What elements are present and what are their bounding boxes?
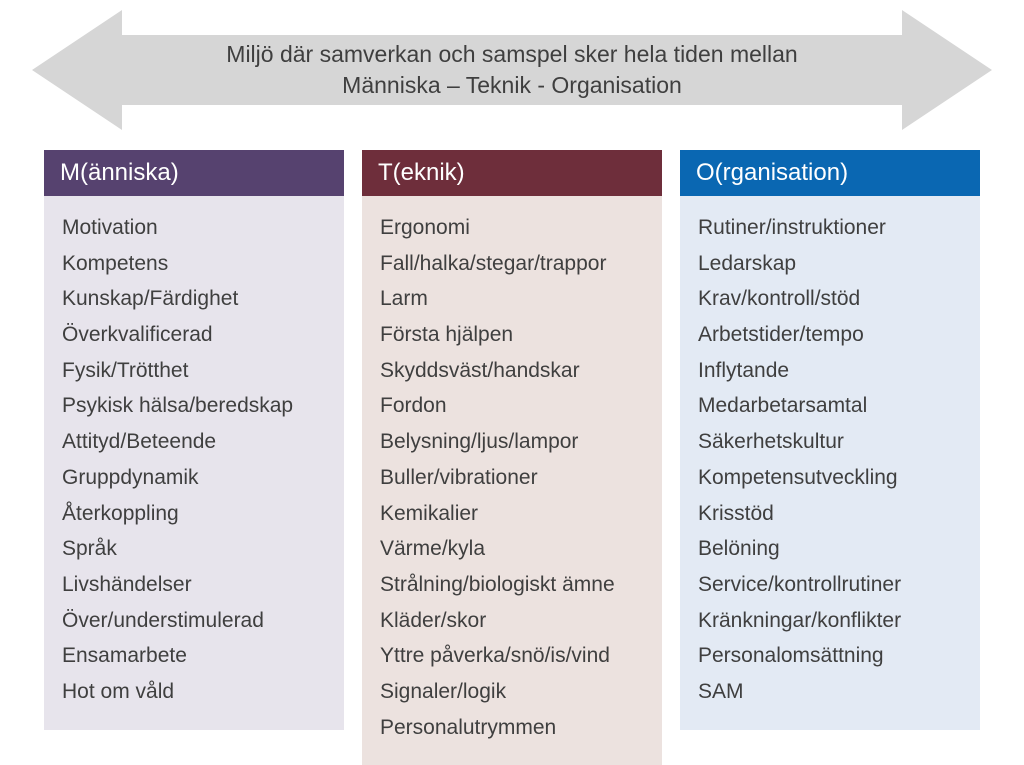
list-item: Rutiner/instruktioner xyxy=(698,210,962,246)
list-item: Personalutrymmen xyxy=(380,710,644,746)
list-item: Service/kontrollrutiner xyxy=(698,567,962,603)
column-teknik: T(eknik) ErgonomiFall/halka/stegar/trapp… xyxy=(362,150,662,765)
column-body-organisation: Rutiner/instruktionerLedarskapKrav/kontr… xyxy=(680,196,980,730)
list-item: Över/understimulerad xyxy=(62,603,326,639)
banner-line-2: Människa – Teknik - Organisation xyxy=(226,70,797,101)
list-item: Kompetensutveckling xyxy=(698,460,962,496)
list-item: Fysik/Trötthet xyxy=(62,353,326,389)
list-item: Ensamarbete xyxy=(62,638,326,674)
list-item: Kläder/skor xyxy=(380,603,644,639)
column-body-teknik: ErgonomiFall/halka/stegar/trapporLarmFör… xyxy=(362,196,662,765)
list-item: Personalomsättning xyxy=(698,638,962,674)
list-item: Kränkningar/konflikter xyxy=(698,603,962,639)
column-header-organisation: O(rganisation) xyxy=(680,150,980,196)
list-item: Ergonomi xyxy=(380,210,644,246)
list-item: Attityd/Beteende xyxy=(62,424,326,460)
list-item: Kemikalier xyxy=(380,496,644,532)
banner-arrow: Miljö där samverkan och samspel sker hel… xyxy=(32,10,992,130)
list-item: Ledarskap xyxy=(698,246,962,282)
list-item: Psykisk hälsa/beredskap xyxy=(62,388,326,424)
list-item: Hot om våld xyxy=(62,674,326,710)
banner-line-1: Miljö där samverkan och samspel sker hel… xyxy=(226,39,797,70)
list-item: Buller/vibrationer xyxy=(380,460,644,496)
list-item: Livshändelser xyxy=(62,567,326,603)
columns-container: M(änniska) MotivationKompetensKunskap/Fä… xyxy=(0,150,1024,765)
list-item: SAM xyxy=(698,674,962,710)
list-item: Säkerhetskultur xyxy=(698,424,962,460)
list-item: Motivation xyxy=(62,210,326,246)
list-item: Larm xyxy=(380,281,644,317)
list-item: Språk xyxy=(62,531,326,567)
list-item: Inflytande xyxy=(698,353,962,389)
list-item: Medarbetarsamtal xyxy=(698,388,962,424)
list-item: Krav/kontroll/stöd xyxy=(698,281,962,317)
list-item: Fall/halka/stegar/trappor xyxy=(380,246,644,282)
list-item: Kompetens xyxy=(62,246,326,282)
list-item: Värme/kyla xyxy=(380,531,644,567)
list-item: Överkvalificerad xyxy=(62,317,326,353)
list-item: Krisstöd xyxy=(698,496,962,532)
column-header-manniska: M(änniska) xyxy=(44,150,344,196)
list-item: Yttre påverka/snö/is/vind xyxy=(380,638,644,674)
list-item: Arbetstider/tempo xyxy=(698,317,962,353)
column-body-manniska: MotivationKompetensKunskap/FärdighetÖver… xyxy=(44,196,344,730)
list-item: Gruppdynamik xyxy=(62,460,326,496)
list-item: Återkoppling xyxy=(62,496,326,532)
list-item: Kunskap/Färdighet xyxy=(62,281,326,317)
list-item: Fordon xyxy=(380,388,644,424)
banner-text: Miljö där samverkan och samspel sker hel… xyxy=(226,39,797,101)
list-item: Skyddsväst/handskar xyxy=(380,353,644,389)
column-organisation: O(rganisation) Rutiner/instruktionerLeda… xyxy=(680,150,980,765)
column-manniska: M(änniska) MotivationKompetensKunskap/Fä… xyxy=(44,150,344,765)
list-item: Signaler/logik xyxy=(380,674,644,710)
column-header-teknik: T(eknik) xyxy=(362,150,662,196)
list-item: Strålning/biologiskt ämne xyxy=(380,567,644,603)
list-item: Belöning xyxy=(698,531,962,567)
list-item: Första hjälpen xyxy=(380,317,644,353)
list-item: Belysning/ljus/lampor xyxy=(380,424,644,460)
